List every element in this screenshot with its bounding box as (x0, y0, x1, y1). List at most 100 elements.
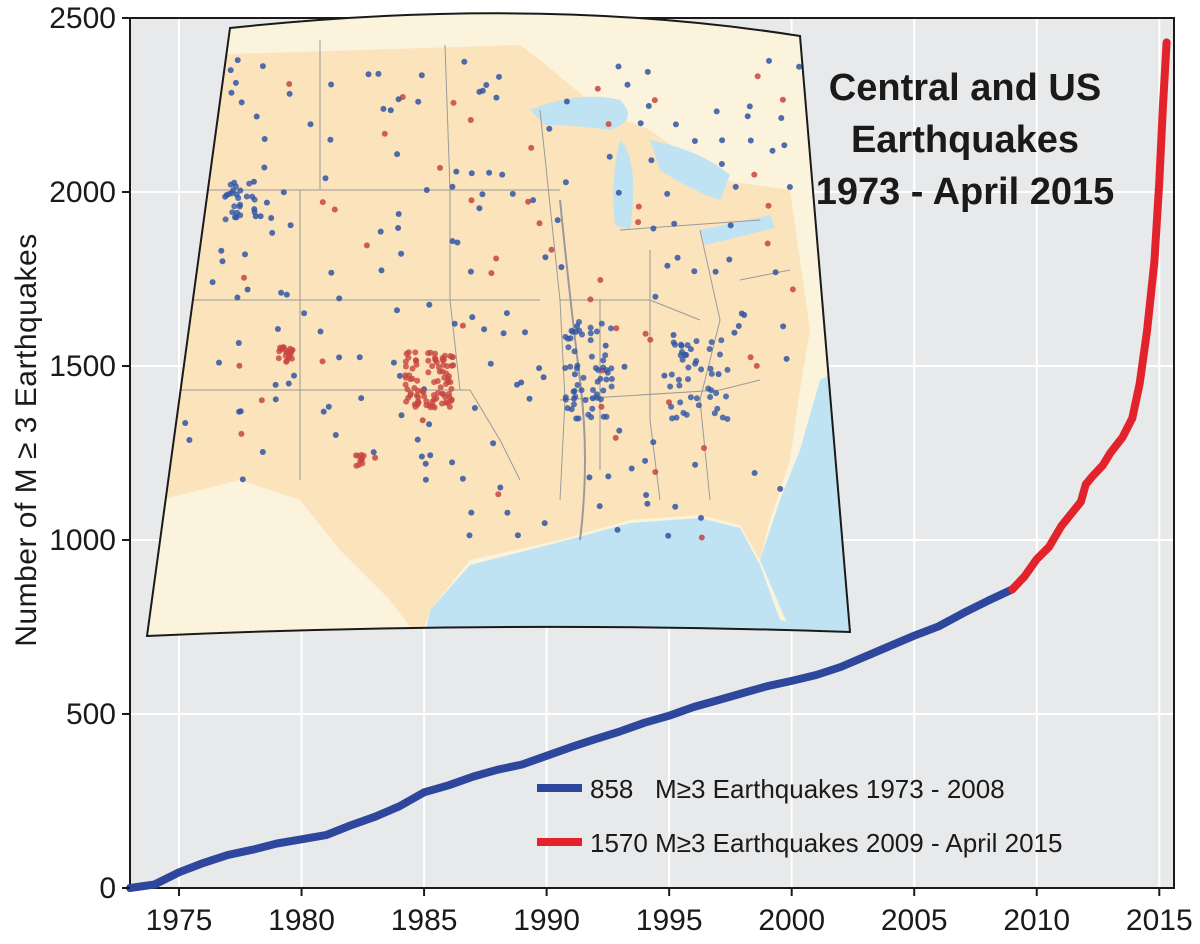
earthquake-dot (701, 445, 707, 451)
earthquake-dot (431, 379, 438, 386)
y-tick-label: 2500 (49, 2, 116, 35)
earthquake-dot (615, 63, 622, 70)
legend-label-red: 1570 M≥3 Earthquakes 2009 - April 2015 (590, 828, 1062, 858)
earthquake-dot (469, 314, 476, 321)
earthquake-dot (628, 465, 635, 472)
legend: 858 M≥3 Earthquakes 1973 - 2008 1570 M≥3… (537, 774, 1062, 858)
earthquake-dot (624, 81, 631, 88)
earthquake-dot (695, 402, 702, 409)
earthquake-dot (514, 532, 521, 539)
series-line-2009-2015 (1008, 38, 1171, 594)
earthquake-dot (676, 382, 683, 389)
earthquake-dot (530, 197, 537, 204)
earthquake-dot (435, 389, 441, 396)
earthquake-dot (332, 432, 339, 438)
earthquake-dot (448, 362, 455, 369)
x-tick-label: 1980 (268, 904, 335, 937)
x-tick-label: 1985 (391, 904, 458, 937)
earthquake-dot (209, 279, 216, 286)
map-us-land (150, 45, 810, 636)
earthquake-dot (283, 349, 290, 356)
earthquake-dot (727, 222, 734, 229)
earthquake-dot (336, 295, 343, 302)
earthquake-dot (719, 414, 726, 421)
earthquake-dot (597, 277, 604, 283)
earthquake-dot (604, 369, 611, 376)
earthquake-dot (608, 383, 615, 390)
earthquake-dot (664, 262, 671, 269)
earthquake-dot (414, 436, 421, 443)
earthquake-dot (608, 325, 614, 332)
earthquake-dot (433, 359, 440, 366)
x-tick-label: 2010 (1003, 904, 1070, 937)
earthquake-dot (398, 250, 405, 257)
earthquake-dot (487, 360, 494, 367)
earthquake-dot (365, 71, 372, 78)
earthquake-dot (447, 379, 454, 386)
earthquake-dot (707, 365, 714, 372)
earthquake-dot (562, 396, 569, 403)
earthquake-dot (540, 374, 547, 381)
earthquake-dot (652, 469, 659, 475)
earthquake-dot (331, 206, 338, 213)
earthquake-dot (571, 371, 578, 378)
earthquake-dot (751, 171, 758, 178)
map-mississippi-river (559, 199, 586, 541)
earthquake-dot (711, 410, 718, 417)
earthquake-dot (375, 70, 382, 77)
earthquake-dot (286, 81, 293, 87)
earthquake-dot (423, 402, 430, 409)
earthquake-dot (319, 199, 326, 206)
earthquake-dot (272, 381, 279, 388)
earthquake-dot (751, 470, 758, 476)
earthquake-dot (714, 405, 721, 412)
earthquake-dot (606, 153, 613, 160)
earthquake-dot (493, 255, 500, 262)
earthquake-dot (643, 492, 650, 498)
earthquake-dot (426, 421, 433, 428)
earthquake-dot (614, 526, 621, 533)
earthquake-dot (231, 203, 238, 210)
earthquake-dot (677, 352, 684, 359)
earthquake-dot (789, 286, 796, 293)
earthquake-dot (783, 355, 790, 362)
earthquake-dot (451, 320, 458, 327)
earthquake-dot (684, 342, 691, 349)
earthquake-dot (444, 399, 451, 406)
earthquake-dot (467, 117, 474, 123)
earthquake-dot (427, 452, 434, 459)
earthquake-dot (244, 286, 251, 293)
earthquake-dot (712, 268, 719, 275)
earthquake-dot (280, 189, 287, 196)
earthquake-dot (287, 350, 294, 357)
earthquake-dot (186, 437, 193, 443)
earthquake-dot (735, 323, 742, 329)
earthquake-dot (394, 307, 400, 314)
earthquake-dot (390, 359, 397, 366)
earthquake-dot (259, 63, 266, 70)
earthquake-dot (754, 73, 761, 80)
earthquake-dot (548, 246, 555, 253)
earthquake-dot (642, 457, 649, 464)
earthquake-dot (635, 203, 642, 210)
earthquake-dot (238, 430, 245, 437)
earthquake-dot (574, 362, 581, 369)
earthquake-dot (409, 365, 416, 372)
earthquake-dot (493, 94, 500, 101)
earthquake-dot (562, 179, 569, 186)
earthquake-dot (398, 412, 405, 419)
inset-map (145, 12, 852, 638)
earthquake-dot (483, 82, 490, 88)
earthquake-dot (637, 120, 644, 127)
map-gulf-of-mexico (420, 518, 850, 636)
earthquake-dot (437, 384, 444, 391)
earthquake-dot (277, 344, 284, 351)
earthquake-dot (672, 121, 679, 128)
earthquake-dot (423, 187, 430, 193)
earthquake-dot (353, 452, 359, 459)
earthquake-dot (404, 386, 411, 393)
series-line-1973-2008 (126, 585, 1017, 892)
earthquake-dot (449, 183, 456, 190)
earthquake-dot (488, 270, 495, 277)
